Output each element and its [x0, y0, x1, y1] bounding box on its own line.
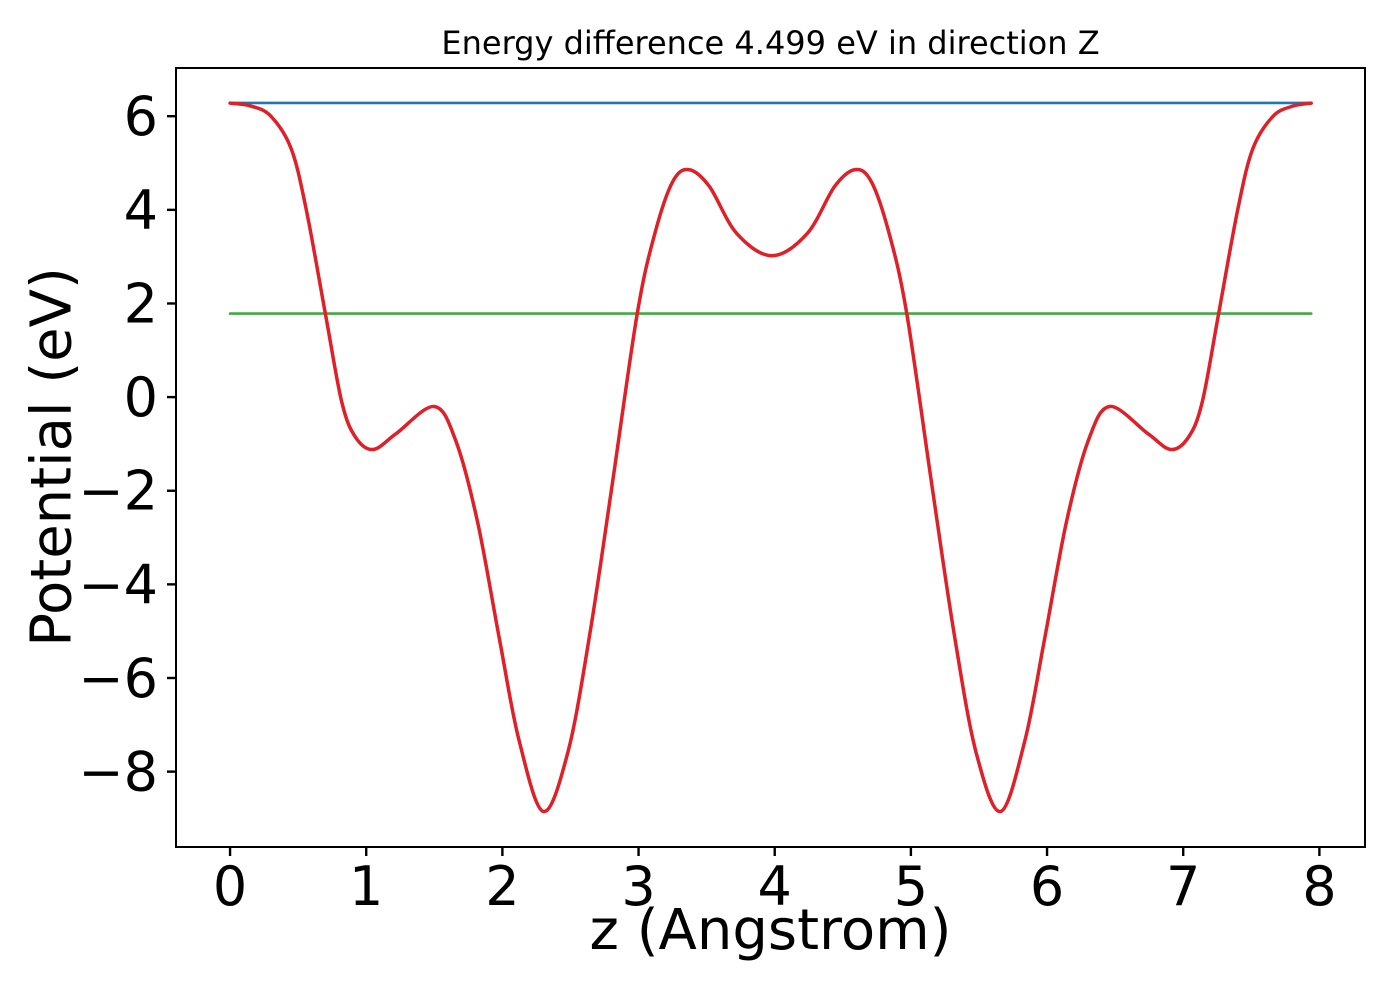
x-axis-label: z (Angstrom)	[589, 898, 952, 963]
y-tick-label: −6	[78, 647, 158, 710]
potential-curve	[228, 101, 1313, 814]
y-tick-label: −4	[78, 553, 158, 616]
x-tick-label: 3	[621, 855, 655, 918]
y-axis-label: Potential (eV)	[19, 267, 85, 647]
axes-frame	[175, 67, 1366, 848]
x-tick-label: 0	[213, 855, 247, 918]
x-tick-label: 6	[1030, 855, 1064, 918]
chart-title: Energy difference 4.499 eV in direction …	[441, 24, 1100, 62]
y-tick-label: −8	[78, 741, 158, 804]
x-tick-label: 2	[485, 855, 519, 918]
y-tick-label: 0	[124, 366, 158, 429]
y-tick-label: 4	[124, 179, 158, 242]
x-tick-label: 1	[349, 855, 383, 918]
x-tick-label: 7	[1166, 855, 1200, 918]
y-tick-label: −2	[78, 460, 158, 523]
y-tick-label: 6	[124, 85, 158, 148]
x-tick-label: 5	[894, 855, 928, 918]
x-tick-label: 4	[758, 855, 792, 918]
x-tick-label: 8	[1302, 855, 1336, 918]
y-tick-label: 2	[124, 272, 158, 335]
